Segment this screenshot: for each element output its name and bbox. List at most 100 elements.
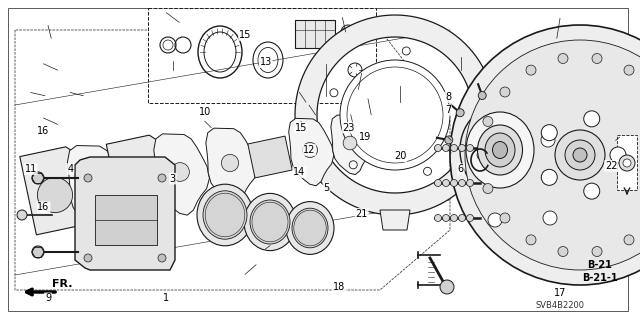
Circle shape — [541, 169, 557, 185]
Circle shape — [171, 163, 189, 182]
Circle shape — [435, 145, 442, 152]
Text: 7: 7 — [445, 105, 451, 115]
Circle shape — [458, 180, 465, 187]
Text: 22: 22 — [605, 161, 618, 171]
Text: 12: 12 — [303, 145, 316, 155]
Circle shape — [543, 211, 557, 225]
Text: 4: 4 — [67, 164, 74, 174]
Circle shape — [347, 67, 443, 163]
Circle shape — [435, 180, 442, 187]
Circle shape — [442, 180, 449, 187]
Circle shape — [349, 161, 357, 169]
Ellipse shape — [244, 193, 296, 251]
Text: FR.: FR. — [52, 279, 72, 289]
Circle shape — [541, 125, 557, 141]
Circle shape — [624, 65, 634, 75]
Text: 10: 10 — [198, 107, 211, 117]
Text: 19: 19 — [358, 132, 371, 142]
Circle shape — [483, 116, 493, 126]
Ellipse shape — [460, 105, 540, 195]
Circle shape — [458, 145, 465, 152]
Ellipse shape — [573, 148, 587, 162]
Ellipse shape — [485, 133, 515, 167]
Polygon shape — [248, 136, 292, 178]
Circle shape — [442, 145, 449, 152]
Circle shape — [458, 214, 465, 221]
Bar — [95, 195, 157, 245]
Text: 15: 15 — [294, 122, 307, 133]
Polygon shape — [75, 157, 175, 270]
Circle shape — [17, 210, 27, 220]
Circle shape — [158, 254, 166, 262]
Circle shape — [343, 136, 357, 150]
Polygon shape — [20, 147, 88, 235]
Circle shape — [488, 133, 502, 147]
Circle shape — [541, 133, 555, 147]
Polygon shape — [380, 210, 410, 230]
Circle shape — [623, 159, 631, 167]
Ellipse shape — [466, 112, 534, 188]
Circle shape — [84, 254, 92, 262]
Circle shape — [303, 143, 317, 158]
Ellipse shape — [450, 25, 640, 285]
Circle shape — [456, 109, 464, 117]
Text: 13: 13 — [259, 57, 272, 67]
Circle shape — [483, 183, 493, 194]
Polygon shape — [106, 135, 172, 223]
Circle shape — [558, 54, 568, 63]
Ellipse shape — [250, 200, 290, 244]
Bar — [617, 135, 637, 190]
Circle shape — [84, 174, 92, 182]
Circle shape — [440, 280, 454, 294]
Text: 15: 15 — [239, 30, 252, 40]
Circle shape — [330, 89, 338, 97]
Text: 17: 17 — [554, 288, 566, 299]
Circle shape — [624, 235, 634, 245]
Text: 9: 9 — [45, 293, 51, 303]
Text: 6: 6 — [458, 164, 464, 174]
Ellipse shape — [286, 202, 334, 254]
Text: 16: 16 — [37, 202, 50, 212]
Circle shape — [467, 145, 474, 152]
Polygon shape — [67, 145, 126, 230]
Text: 5: 5 — [323, 183, 330, 193]
Circle shape — [85, 175, 105, 195]
Polygon shape — [289, 118, 334, 186]
Text: 3: 3 — [170, 174, 176, 184]
Circle shape — [403, 47, 410, 55]
Circle shape — [37, 177, 72, 212]
Ellipse shape — [292, 208, 328, 248]
Text: B-21-1: B-21-1 — [582, 273, 618, 283]
Circle shape — [442, 214, 449, 221]
Text: 18: 18 — [333, 282, 346, 292]
Text: 16: 16 — [37, 126, 50, 136]
Circle shape — [610, 147, 626, 163]
Ellipse shape — [555, 130, 605, 180]
Bar — [148, 8, 376, 103]
Ellipse shape — [565, 140, 595, 170]
Ellipse shape — [465, 40, 640, 270]
Circle shape — [445, 136, 452, 144]
Bar — [295, 20, 335, 48]
Circle shape — [526, 235, 536, 245]
Circle shape — [558, 247, 568, 256]
Circle shape — [158, 174, 166, 182]
Polygon shape — [475, 120, 570, 240]
Circle shape — [32, 246, 44, 258]
Ellipse shape — [477, 125, 522, 175]
Circle shape — [592, 54, 602, 63]
Circle shape — [584, 183, 600, 199]
Circle shape — [500, 213, 510, 223]
Ellipse shape — [197, 184, 253, 246]
Ellipse shape — [493, 142, 508, 159]
Circle shape — [526, 65, 536, 75]
Polygon shape — [206, 128, 257, 203]
Circle shape — [592, 247, 602, 256]
Text: 21: 21 — [355, 209, 368, 219]
Polygon shape — [154, 134, 209, 215]
Circle shape — [340, 60, 450, 170]
Circle shape — [32, 172, 44, 184]
Circle shape — [478, 92, 486, 100]
Circle shape — [451, 145, 458, 152]
Circle shape — [451, 180, 458, 187]
